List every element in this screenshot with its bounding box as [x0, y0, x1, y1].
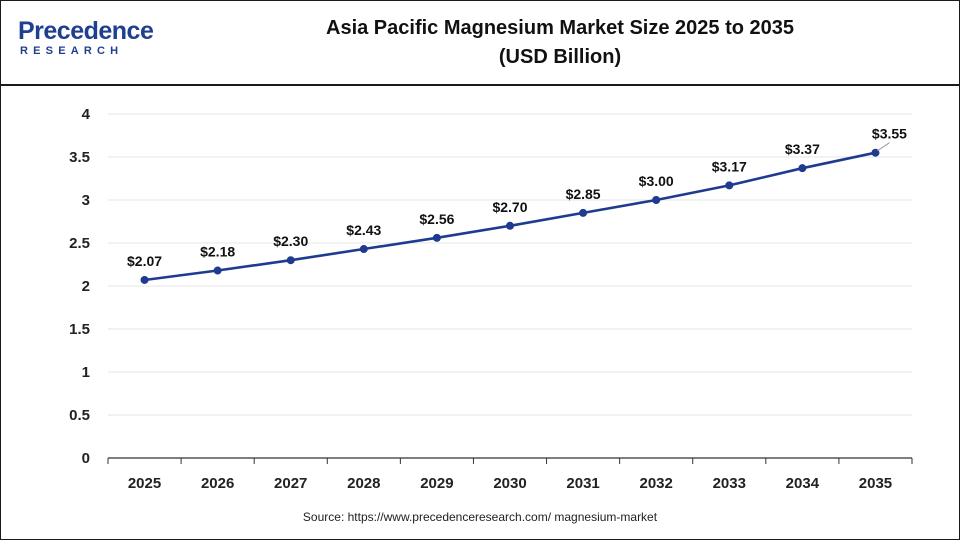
data-point: [506, 221, 514, 230]
y-tick-label: 2.5: [69, 235, 90, 252]
data-point: [359, 245, 368, 254]
data-label: $3.17: [712, 158, 747, 174]
x-tick-label: 2028: [347, 475, 380, 492]
data-label: $2.70: [492, 199, 527, 215]
x-tick-label: 2031: [566, 475, 599, 492]
data-label: $2.43: [346, 222, 381, 238]
y-tick-label: 4: [82, 106, 91, 123]
data-point: [579, 208, 588, 217]
data-label: $3.55: [872, 126, 907, 142]
chart-title-line2: (USD Billion): [498, 46, 622, 68]
data-label: $2.30: [273, 233, 308, 249]
data-point: [725, 181, 734, 190]
y-tick-label: 3.5: [69, 149, 90, 166]
data-point: [140, 275, 149, 284]
data-label: $2.56: [419, 211, 454, 227]
data-point: [286, 256, 295, 265]
data-point: [652, 196, 661, 204]
y-tick-label: 1: [82, 364, 90, 381]
data-label: $3.00: [639, 173, 674, 189]
y-tick-label: 3: [82, 192, 90, 209]
x-tick-label: 2035: [859, 475, 892, 492]
x-tick-label: 2026: [201, 475, 234, 492]
data-point: [798, 164, 807, 173]
x-tick-label: 2034: [786, 475, 820, 492]
x-tick-label: 2030: [493, 475, 526, 492]
chart-title-line1: Asia Pacific Magnesium Market Size 2025 …: [326, 17, 794, 39]
logo-subtitle: RESEARCH: [20, 45, 124, 57]
logo-wordmark: Precedence: [18, 17, 154, 45]
y-tick-label: 2: [82, 278, 90, 295]
x-tick-label: 2025: [128, 475, 161, 492]
header: Precedence RESEARCH Asia Pacific Magnesi…: [0, 0, 960, 86]
precedence-research-logo: Precedence RESEARCH: [18, 18, 158, 62]
data-label: $2.18: [200, 244, 235, 260]
line-chart: 0 0.5 1 1.5 2 2.5 3 3.5 4 2025 2026 2027 2028 2029 203…: [69, 106, 913, 492]
data-point: [213, 266, 222, 275]
data-point: [432, 233, 441, 242]
y-tick-label: 0.5: [69, 407, 90, 424]
data-label: $3.37: [785, 141, 820, 157]
data-label-leader: [877, 142, 890, 152]
x-tick-label: 2027: [274, 475, 307, 492]
series-line: [144, 151, 876, 282]
source-note: Source: https://www.precedenceresearch.c…: [302, 510, 658, 524]
x-tick-label: 2032: [639, 475, 672, 492]
x-tick-label: 2029: [420, 475, 453, 492]
y-tick-label: 0: [82, 450, 90, 467]
data-label: $2.07: [127, 253, 162, 269]
y-tick-label: 1.5: [69, 321, 90, 338]
x-tick-label: 2033: [713, 475, 746, 492]
data-label: $2.85: [566, 186, 601, 202]
chart-title: Asia Pacific Magnesium Market Size 2025 …: [220, 14, 900, 72]
